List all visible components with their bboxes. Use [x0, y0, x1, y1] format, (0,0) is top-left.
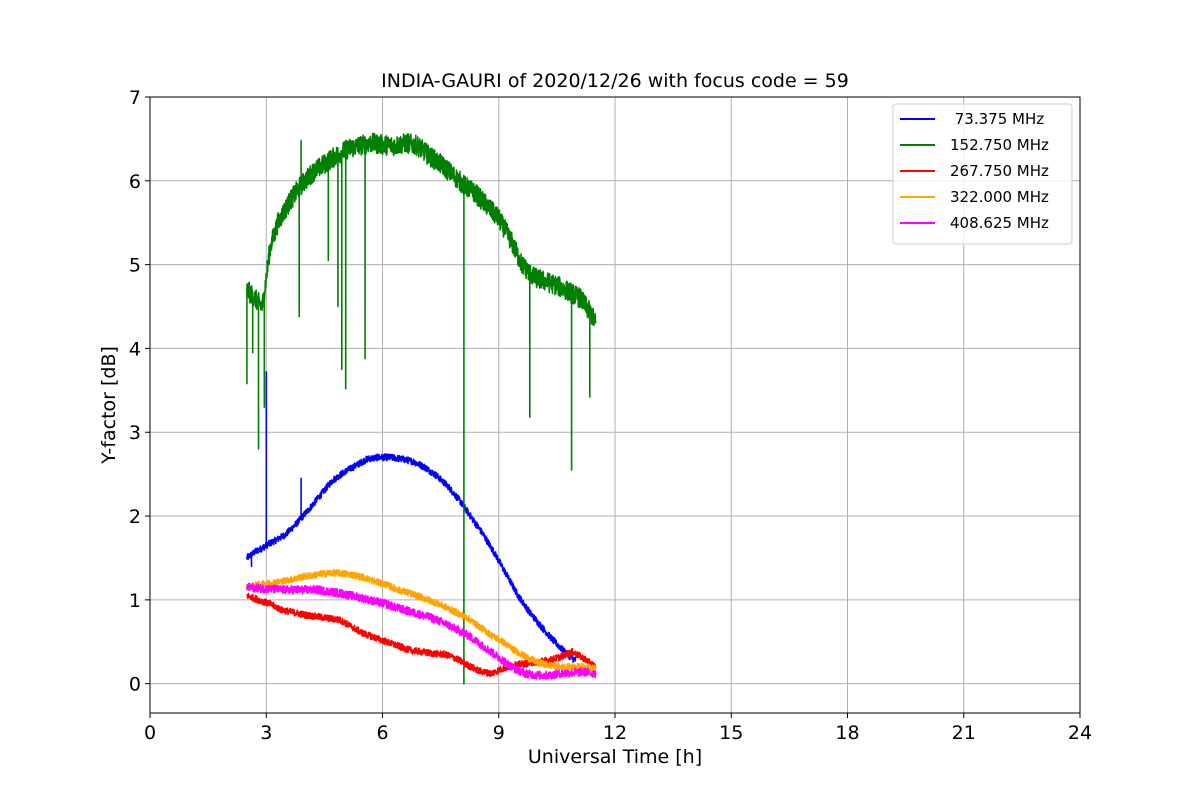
- y-tick-label: 5: [129, 255, 141, 277]
- y-tick-label: 1: [129, 590, 141, 612]
- legend-label: 267.750 MHz: [950, 162, 1049, 180]
- y-tick-label: 3: [129, 422, 141, 444]
- x-axis-title: Universal Time [h]: [528, 746, 702, 768]
- x-tick-label: 18: [835, 722, 859, 744]
- legend-label: 73.375 MHz: [950, 110, 1044, 128]
- legend-box: [892, 103, 1073, 245]
- y-axis-title: Y-factor [dB]: [98, 346, 120, 465]
- y-tick-label: 6: [129, 171, 141, 193]
- x-tick-label: 0: [144, 722, 156, 744]
- x-tick-label: 12: [603, 722, 627, 744]
- x-tick-label: 9: [493, 722, 505, 744]
- x-tick-label: 15: [719, 722, 743, 744]
- series-line-0: [246, 371, 577, 663]
- series-line-3: [246, 568, 597, 672]
- legend: 73.375 MHz 152.750 MHz 267.750 MHz 322.000 …: [892, 103, 1073, 245]
- x-axis: 0 3 6 9 12 15 18 21 24: [144, 713, 1092, 744]
- chart-title: INDIA-GAURI of 2020/12/26 with focus cod…: [381, 70, 849, 92]
- legend-label: 152.750 MHz: [950, 136, 1049, 154]
- series-line-4: [246, 582, 597, 680]
- legend-label: 408.625 MHz: [950, 214, 1049, 232]
- y-tick-label: 2: [129, 506, 141, 528]
- y-tick-label: 4: [129, 338, 141, 360]
- y-tick-label: 7: [129, 87, 141, 109]
- series-layer: [246, 132, 597, 685]
- x-tick-label: 3: [260, 722, 272, 744]
- series-line-1: [246, 132, 597, 685]
- x-tick-label: 21: [952, 722, 976, 744]
- y-axis: 0 1 2 3 4 5 6 7: [129, 87, 150, 696]
- x-tick-label: 6: [376, 722, 388, 744]
- y-tick-label: 0: [129, 674, 141, 696]
- x-tick-label: 24: [1068, 722, 1092, 744]
- legend-label: 322.000 MHz: [950, 188, 1049, 206]
